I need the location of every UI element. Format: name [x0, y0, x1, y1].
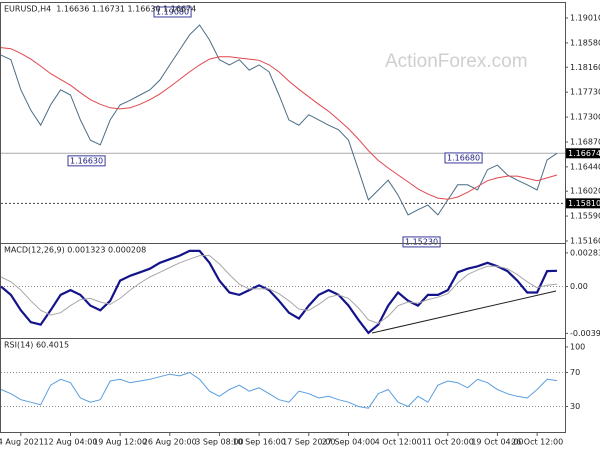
trend-line	[371, 290, 557, 334]
price-label-box	[566, 148, 600, 159]
annotation-label: 1.19080	[156, 7, 189, 16]
y-tick-label: 70	[570, 368, 580, 377]
y-tick-label: 1.19010	[570, 14, 600, 23]
y-tick-label: 1.15590	[570, 212, 600, 221]
x-tick-label: 12 Aug 04:00	[44, 438, 98, 447]
x-tick-label: 26 Oct 12:00	[511, 438, 563, 447]
price-label: 1.16674	[568, 149, 600, 158]
watermark: ActionForex.com	[385, 51, 528, 72]
x-tick-label: 11 Oct 20:00	[422, 438, 474, 447]
y-tick-label: 1.16020	[570, 187, 600, 196]
x-tick-label: 10 Sep 16:00	[232, 438, 285, 447]
y-tick-label: 100	[570, 342, 585, 351]
pane-title: MACD(12,26,9) 0.001323 0.000208	[4, 246, 146, 255]
series-line	[0, 249, 558, 335]
annotation-label: 1.15230	[405, 237, 438, 246]
series-line	[0, 47, 558, 200]
y-tick-label: 1.17300	[570, 113, 600, 122]
y-tick-label: 1.17730	[570, 88, 600, 97]
price-label-box	[566, 198, 600, 209]
y-tick-label: 1.15160	[570, 236, 600, 245]
y-tick-label: 30	[570, 402, 580, 411]
pane-frame	[0, 338, 566, 433]
y-tick-label: 0.00	[570, 282, 588, 291]
y-tick-label: 1.16870	[570, 137, 600, 146]
x-tick-label: 19 Oct 04:00	[471, 438, 523, 447]
annotation-label: 1.16680	[447, 153, 480, 162]
x-tick-label: 4 Aug 2021	[0, 438, 44, 447]
quote: 1.16636 1.16731 1.16630 1.16674	[56, 5, 196, 14]
price-label: 1.15810	[568, 199, 600, 208]
series-line	[0, 255, 558, 324]
series-line	[0, 24, 558, 216]
x-tick-label: 3 Sep 08:00	[195, 438, 243, 447]
x-tick-label: 19 Aug 12:00	[93, 438, 147, 447]
x-tick-label: 27 Sep 04:00	[322, 438, 375, 447]
annotation-box	[153, 6, 192, 18]
series-line	[0, 371, 558, 409]
y-tick-label: 1.16440	[570, 162, 600, 171]
x-tick-label: 26 Aug 20:00	[143, 438, 197, 447]
x-tick-label: 17 Sep 20:00	[282, 438, 335, 447]
y-tick-label: -0.003939	[570, 329, 600, 338]
annotation-box	[67, 155, 106, 167]
y-tick-label: 1.18580	[570, 38, 600, 47]
annotation-box	[402, 236, 441, 248]
y-tick-label: 1.18160	[570, 63, 600, 72]
annotation-label: 1.16630	[70, 156, 103, 165]
x-tick-label: 4 Oct 12:00	[375, 438, 422, 447]
y-tick-label: 0.00283	[570, 248, 600, 257]
pane-title: RSI(14) 60.4015	[4, 341, 69, 350]
annotation-box	[444, 152, 483, 164]
pane-title: EURUSD,H4	[4, 5, 51, 14]
